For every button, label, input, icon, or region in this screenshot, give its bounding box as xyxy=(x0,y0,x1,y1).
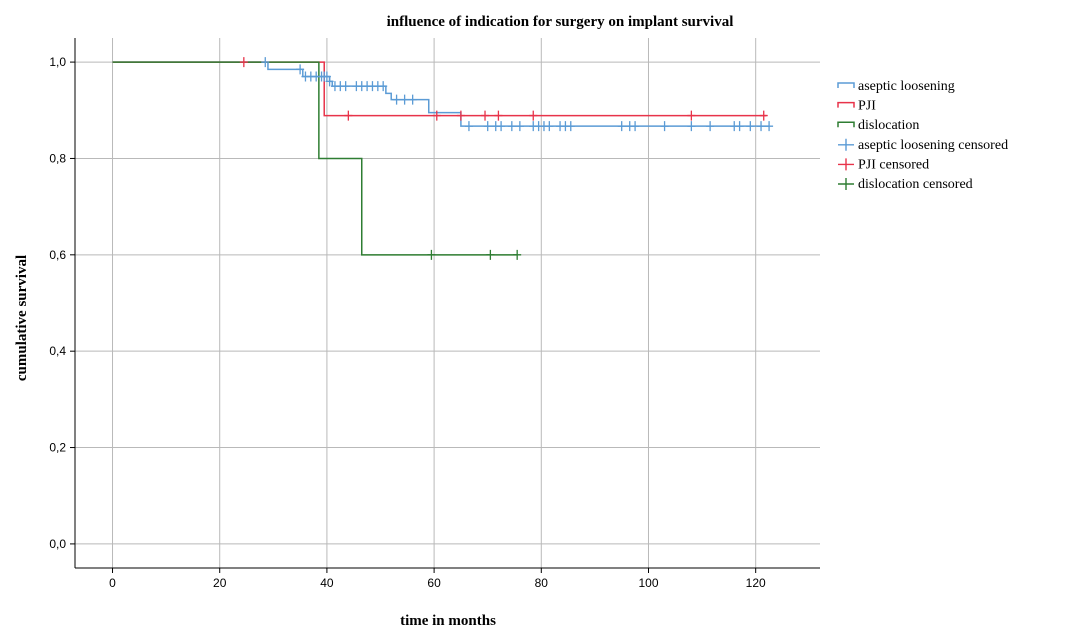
legend-censor-swatch xyxy=(838,158,854,171)
grid xyxy=(75,38,820,568)
y-tick-label: 0,2 xyxy=(49,441,66,455)
censor-mark xyxy=(529,110,538,121)
censor-mark xyxy=(545,121,554,132)
x-tick-label: 100 xyxy=(638,576,658,590)
x-tick-label: 120 xyxy=(746,576,766,590)
x-tick-label: 0 xyxy=(109,576,116,590)
legend-entry: dislocation censored xyxy=(838,177,973,192)
y-axis-label: cumulative survival xyxy=(14,255,30,381)
censor-mark xyxy=(483,121,492,132)
y-tick-label: 0,0 xyxy=(49,537,66,551)
censor-mark xyxy=(261,57,270,68)
x-tick-label: 20 xyxy=(213,576,227,590)
censor-marks xyxy=(239,57,774,260)
censor-mark xyxy=(464,121,473,132)
censor-mark xyxy=(432,110,441,121)
censor-mark xyxy=(631,121,640,132)
y-tick-label: 0,6 xyxy=(49,248,66,262)
legend-label: aseptic loosening xyxy=(858,79,955,94)
axes xyxy=(74,38,820,569)
legend-entry: PJI censored xyxy=(838,157,929,172)
censor-mark xyxy=(759,110,768,121)
censor-mark xyxy=(497,121,506,132)
censor-mark xyxy=(494,110,503,121)
survival-curve-0 xyxy=(112,61,770,127)
legend-censor-swatch xyxy=(838,138,854,151)
censor-mark xyxy=(706,121,715,132)
censor-mark xyxy=(486,249,495,260)
legend-entry: aseptic loosening xyxy=(837,79,955,94)
censor-mark xyxy=(566,121,575,132)
legend-curve-swatch xyxy=(837,101,855,108)
censor-mark xyxy=(513,249,522,260)
censor-mark xyxy=(481,110,490,121)
ticks: 0 20 40 60 80 100 120 0,0 0,2 0,4 0,6 0,8 1,0 xyxy=(49,55,766,590)
legend-label: aseptic loosening censored xyxy=(858,138,1008,153)
survival-curve-1 xyxy=(112,61,767,117)
legend-entry: dislocation xyxy=(837,118,919,133)
censor-mark xyxy=(427,249,436,260)
x-axis-label: time in months xyxy=(400,613,496,629)
censor-mark xyxy=(687,121,696,132)
legend-censor-swatch xyxy=(838,178,854,190)
censor-mark xyxy=(507,121,516,132)
censor-mark xyxy=(325,76,334,87)
censor-mark xyxy=(296,64,305,75)
legend: aseptic loosening PJI dislocation aseptic l… xyxy=(837,79,1008,192)
x-tick-label: 60 xyxy=(427,576,441,590)
survival-curve-2 xyxy=(112,61,518,256)
censor-mark xyxy=(379,81,388,92)
chart-title: influence of indication for surgery on i… xyxy=(387,14,734,30)
censor-mark xyxy=(456,110,465,121)
legend-label: dislocation censored xyxy=(858,177,973,192)
censor-mark xyxy=(408,94,417,105)
y-tick-label: 1,0 xyxy=(49,55,66,69)
censor-mark xyxy=(392,94,401,105)
legend-entry: aseptic loosening censored xyxy=(838,138,1008,153)
censor-mark xyxy=(687,110,696,121)
legend-label: PJI xyxy=(858,99,876,114)
legend-curve-swatch xyxy=(837,121,855,128)
censor-mark xyxy=(239,57,248,68)
legend-entry: PJI xyxy=(837,99,876,114)
x-tick-label: 40 xyxy=(320,576,334,590)
censor-mark xyxy=(515,121,524,132)
legend-label: dislocation xyxy=(858,118,919,133)
censor-mark xyxy=(746,121,755,132)
censor-mark xyxy=(757,121,766,132)
y-tick-label: 0,4 xyxy=(49,344,66,358)
y-tick-label: 0,8 xyxy=(49,151,66,165)
censor-mark xyxy=(341,81,350,92)
censor-mark xyxy=(344,110,353,121)
x-tick-label: 80 xyxy=(535,576,549,590)
censor-mark xyxy=(735,121,744,132)
censor-mark xyxy=(400,94,409,105)
censor-mark xyxy=(617,121,626,132)
legend-curve-swatch xyxy=(837,82,855,88)
censor-mark xyxy=(660,121,669,132)
legend-label: PJI censored xyxy=(858,157,929,172)
censor-mark xyxy=(765,121,774,132)
